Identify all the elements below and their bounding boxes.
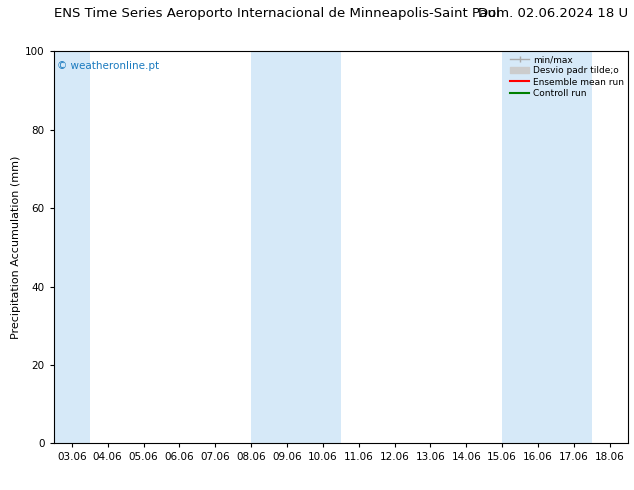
Y-axis label: Precipitation Accumulation (mm): Precipitation Accumulation (mm) bbox=[11, 156, 21, 339]
Text: ENS Time Series Aeroporto Internacional de Minneapolis-Saint Paul: ENS Time Series Aeroporto Internacional … bbox=[54, 7, 500, 21]
Text: © weatheronline.pt: © weatheronline.pt bbox=[57, 61, 159, 71]
Text: Dom. 02.06.2024 18 U: Dom. 02.06.2024 18 U bbox=[477, 7, 628, 21]
Legend: min/max, Desvio padr tilde;o, Ensemble mean run, Controll run: min/max, Desvio padr tilde;o, Ensemble m… bbox=[508, 53, 626, 99]
Bar bbox=[502, 51, 592, 443]
Bar bbox=[251, 51, 341, 443]
Bar bbox=[54, 51, 90, 443]
